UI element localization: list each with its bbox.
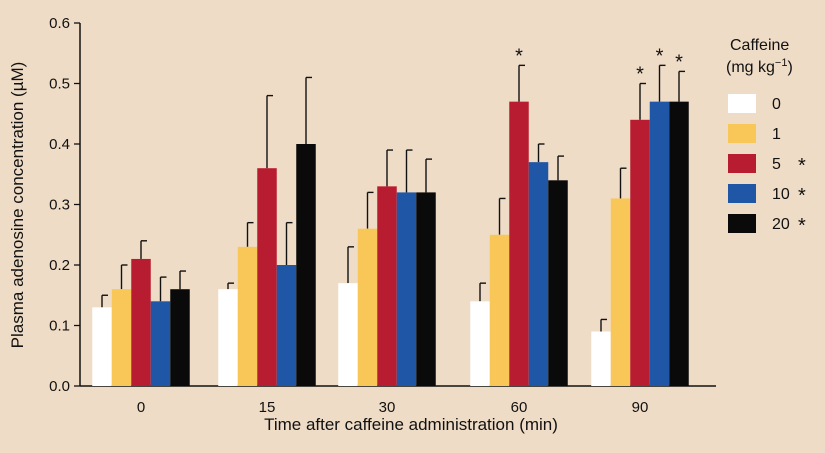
significance-star: * xyxy=(515,45,523,67)
bar xyxy=(111,289,132,386)
bar xyxy=(150,301,171,386)
x-tick-label: 0 xyxy=(137,399,145,416)
bar xyxy=(377,186,397,386)
bar xyxy=(591,331,611,386)
legend-star: * xyxy=(798,155,806,177)
x-tick-label: 15 xyxy=(259,399,276,416)
legend-title-close: ) xyxy=(787,59,792,76)
bar xyxy=(276,265,297,386)
bars: * * * * xyxy=(92,45,689,387)
significance-star: * xyxy=(636,64,644,86)
legend-label: 20 xyxy=(772,216,790,233)
bar xyxy=(92,307,112,386)
legend-star: * xyxy=(798,215,806,237)
legend-label: 0 xyxy=(772,96,781,113)
bar xyxy=(509,101,529,387)
bar xyxy=(170,289,190,386)
y-tick-label: 0.4 xyxy=(49,136,70,153)
bar xyxy=(237,246,258,386)
y-tick-label: 0.2 xyxy=(49,257,70,274)
bar xyxy=(357,228,378,386)
bar xyxy=(630,119,650,387)
bar xyxy=(548,180,568,386)
legend-title-unit: (mg kg xyxy=(726,59,775,76)
significance-star: * xyxy=(656,45,664,67)
legend-swatch xyxy=(728,124,756,143)
bar xyxy=(338,283,358,386)
bar xyxy=(669,101,689,387)
bar xyxy=(489,234,510,386)
y-tick-label: 0.5 xyxy=(49,76,70,93)
bar xyxy=(296,144,316,386)
x-axis-title: Time after caffeine administration (min) xyxy=(264,415,558,434)
x-tick-label: 30 xyxy=(379,399,396,416)
bar xyxy=(416,192,436,386)
bar xyxy=(257,168,277,386)
legend: Caffeine (mg kg−1) 0 1 5 * 10 * 20 * xyxy=(726,37,806,237)
y-tick-label: 0.1 xyxy=(49,318,70,335)
legend-title-sup: −1 xyxy=(775,57,788,69)
bar xyxy=(649,101,670,387)
bar xyxy=(396,192,417,386)
x-tick-label: 90 xyxy=(632,399,649,416)
legend-label: 5 xyxy=(772,156,781,173)
bar xyxy=(470,301,490,386)
bar xyxy=(610,198,631,386)
y-tick-label: 0.3 xyxy=(49,197,70,214)
legend-label: 1 xyxy=(772,126,781,143)
y-tick-label: 0.6 xyxy=(49,15,70,32)
legend-title-line2: (mg kg−1) xyxy=(726,57,793,76)
significance-star: * xyxy=(675,51,683,73)
bar xyxy=(131,258,151,386)
legend-label: 10 xyxy=(772,186,790,203)
legend-swatch xyxy=(728,94,756,113)
legend-swatch xyxy=(728,214,756,233)
legend-star: * xyxy=(798,185,806,207)
legend-title-line1: Caffeine xyxy=(730,37,789,54)
bar xyxy=(528,162,549,386)
x-tick-label: 60 xyxy=(511,399,528,416)
y-tick-label: 0.0 xyxy=(49,378,70,395)
y-axis-title: Plasma adenosine concentration (µM) xyxy=(8,62,27,349)
legend-swatch xyxy=(728,184,756,203)
legend-swatch xyxy=(728,154,756,173)
bar xyxy=(218,289,238,386)
